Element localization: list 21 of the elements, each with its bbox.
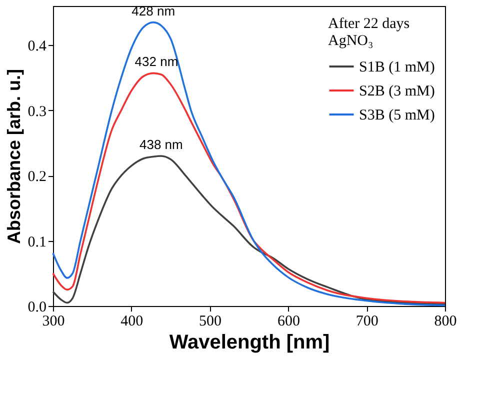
y-tick-label: 0.0	[28, 300, 46, 316]
x-tick-label: 700	[356, 314, 378, 330]
annotation: 432 nm	[134, 54, 178, 70]
line-series	[52, 155, 446, 305]
x-axis-title: Wavelength [nm]	[169, 332, 330, 354]
y-tick-label: 0.1	[28, 234, 46, 250]
x-tick-label: 400	[120, 314, 144, 330]
x-tick-label: 300	[42, 314, 65, 330]
legend-label: S3B (5 mM)	[359, 108, 435, 124]
x-tick-label: 600	[277, 314, 300, 330]
annotation: 438 nm	[140, 137, 183, 152]
x-tick-label: 800	[434, 314, 457, 330]
y-tick-label: 0.3	[28, 104, 46, 120]
y-tick-label: 0.4	[28, 38, 47, 55]
text: AgNO₃	[328, 33, 374, 49]
y-axis-title: Absorbance [arb. u.]	[4, 68, 24, 244]
text: After 22 days	[328, 16, 410, 32]
legend-label: S1B (1 mM)	[359, 60, 435, 76]
x-tick-label: 500	[199, 314, 222, 330]
y-tick-label: 0.2	[28, 169, 46, 186]
legend-label: S2B (3 mM)	[359, 84, 435, 100]
